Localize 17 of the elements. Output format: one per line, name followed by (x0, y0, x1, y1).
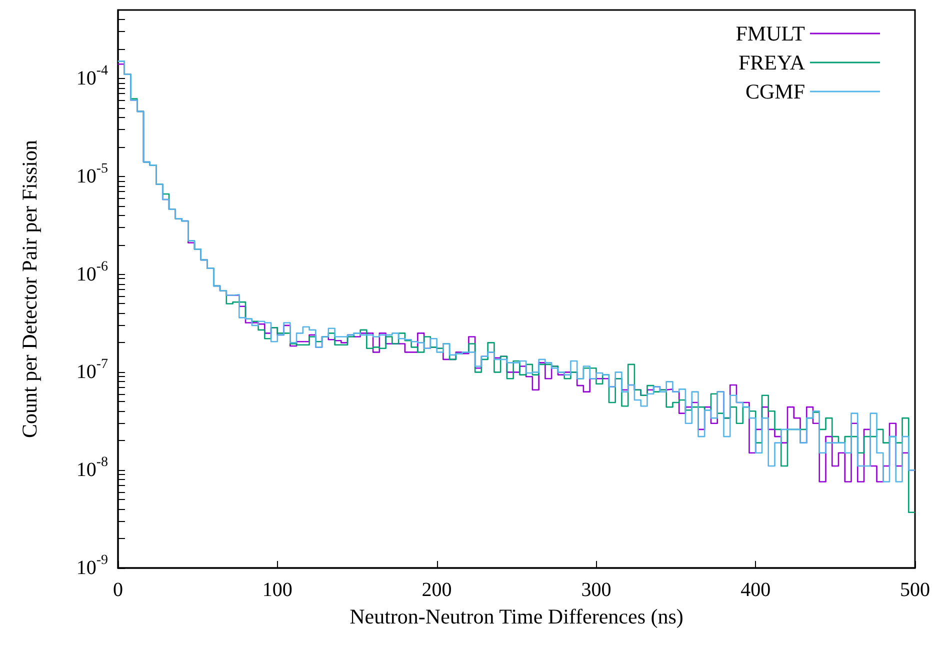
x-tick-label: 100 (262, 579, 292, 601)
y-tick-label: 10$^{-4}$ (76, 63, 108, 90)
y-tick-label: 10$^{-5}$ (76, 161, 108, 188)
x-tick-label: 200 (422, 579, 452, 601)
x-axis-title: Neutron-Neutron Time Differences (ns) (350, 604, 684, 628)
y-tick-label: 10$^{-7}$ (76, 357, 108, 384)
y-tick-label: 10$^{-8}$ (76, 455, 108, 482)
y-axis-title: Count per Detector Pair per Fission (18, 139, 42, 438)
y-tick-label: 10$^{-9}$ (76, 553, 108, 579)
legend-label: FREYA (738, 50, 806, 74)
x-tick-label: 500 (900, 579, 930, 601)
x-tick-label: 0 (113, 579, 123, 601)
legend-label: CGMF (745, 80, 805, 104)
x-tick-label: 400 (740, 579, 771, 601)
x-tick-label: 300 (581, 579, 612, 601)
legend-label: FMULT (736, 22, 806, 46)
y-tick-label: 10$^{-6}$ (76, 259, 108, 286)
